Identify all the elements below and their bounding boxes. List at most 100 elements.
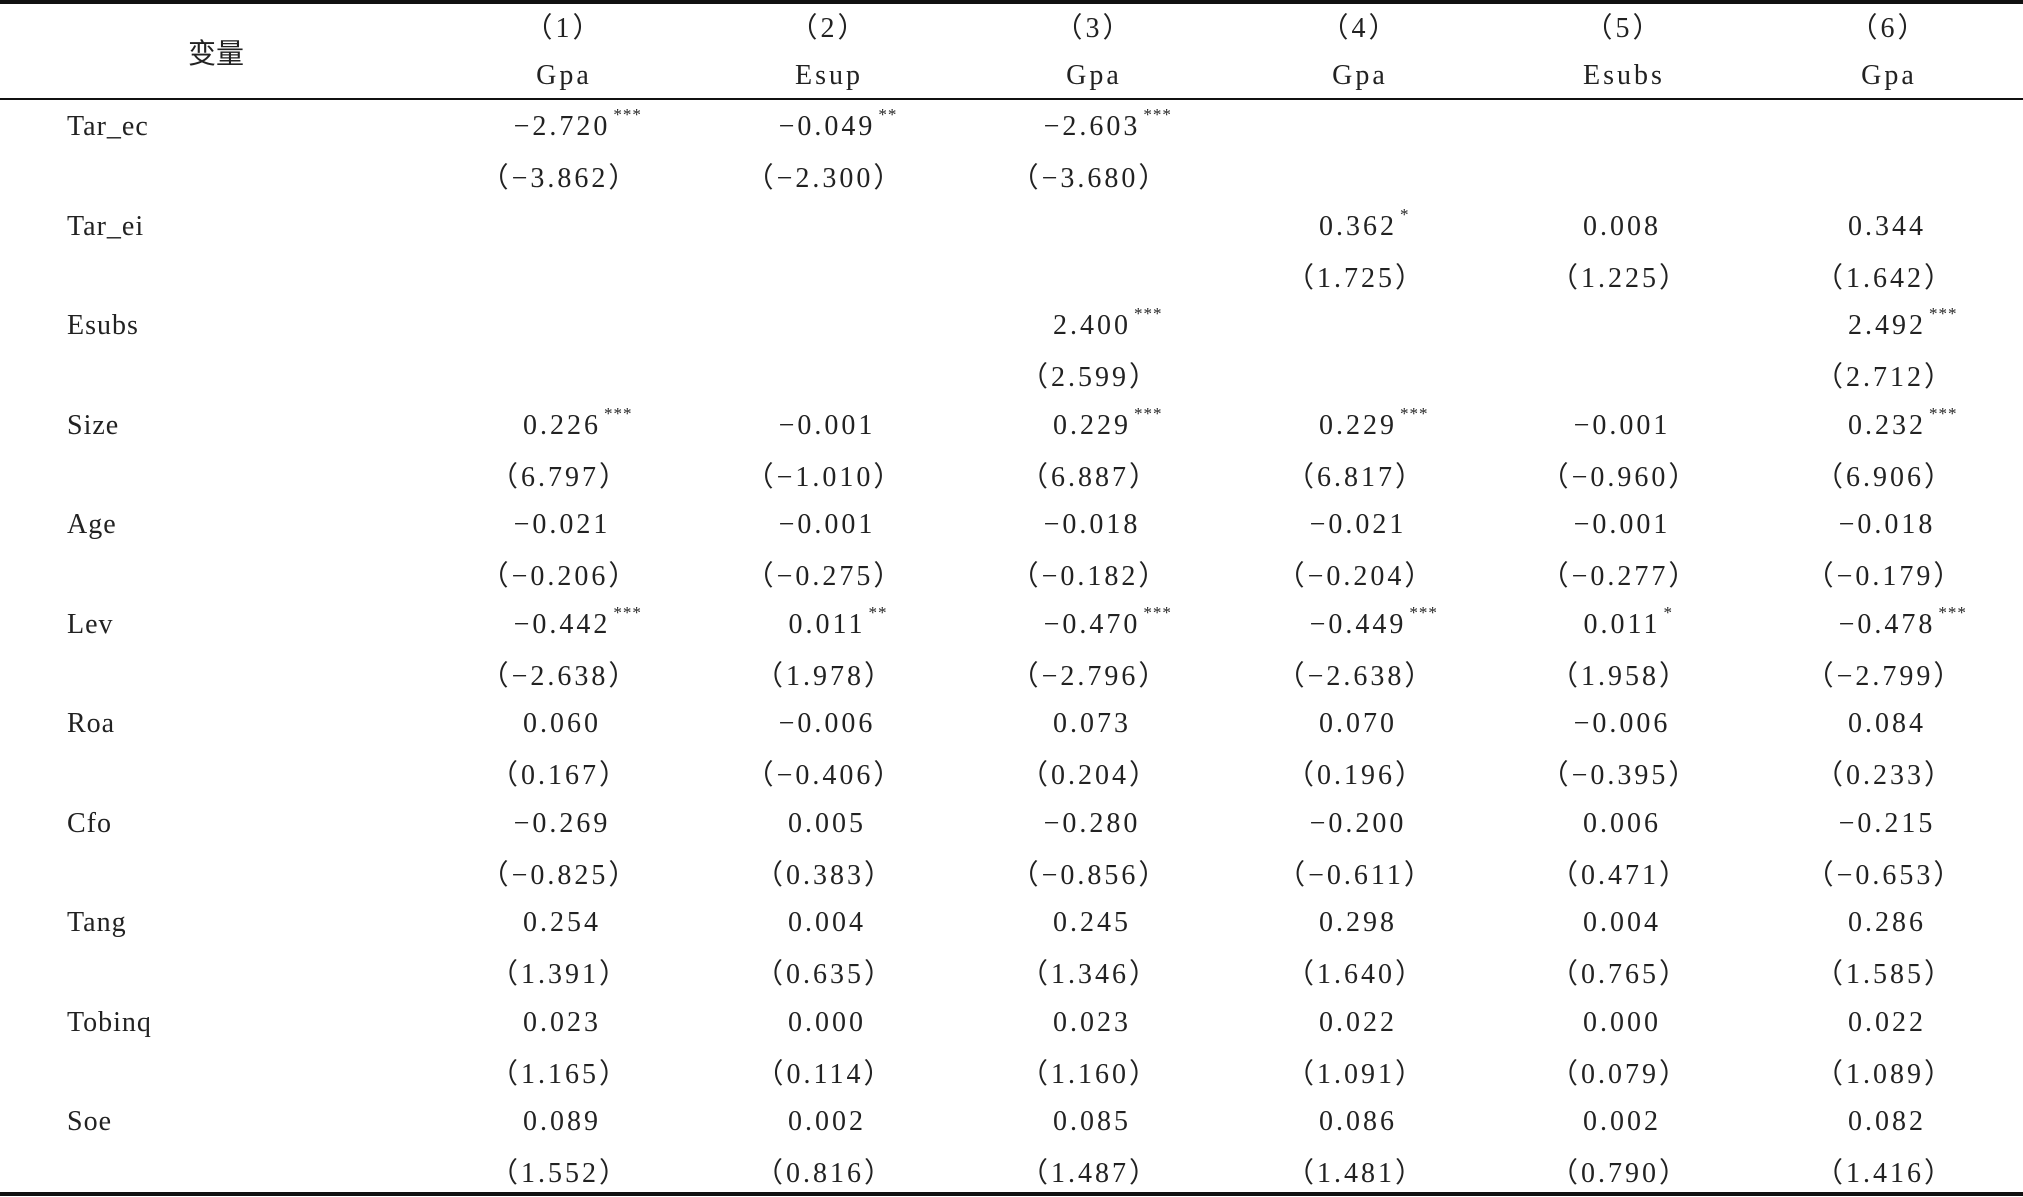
- coefficient: −2.720 ***: [513, 105, 641, 143]
- coefficient: −0.021: [514, 509, 611, 541]
- coefficient: 0.254: [523, 907, 601, 939]
- coefficient-value: −2.603: [1043, 111, 1141, 142]
- coefficient: −0.215: [1839, 808, 1936, 840]
- t-statistic: （6.817）: [1285, 461, 1427, 493]
- t-statistic: （6.887）: [1019, 461, 1161, 493]
- column-number: （4）: [1320, 13, 1400, 44]
- coefficient-value: 0.073: [1053, 708, 1131, 739]
- coefficient: −0.001: [1574, 509, 1671, 541]
- coefficient-value: 0.000: [1583, 1006, 1661, 1038]
- coefficient-value: 0.082: [1848, 1106, 1926, 1137]
- significance-stars: ***: [604, 403, 633, 423]
- t-statistic: （2.599）: [1019, 362, 1161, 393]
- significance-stars: *: [1663, 602, 1673, 622]
- t-statistic: （1.346）: [1019, 959, 1161, 990]
- coefficient: 0.085: [1053, 1106, 1131, 1138]
- coefficient: −0.478 ***: [1838, 603, 1966, 641]
- t-statistic: （−0.825）: [480, 859, 640, 891]
- coefficient: −0.001: [779, 410, 876, 442]
- coefficient-value: −0.021: [513, 509, 611, 540]
- variable-name: Soe: [67, 1106, 112, 1137]
- variable-name: Cfo: [67, 807, 112, 839]
- coefficient-value: 0.002: [788, 1106, 866, 1137]
- coefficient-value: 0.008: [1583, 210, 1661, 242]
- t-statistic: （2.712）: [1814, 362, 1956, 393]
- coefficient-value: −0.001: [1573, 409, 1671, 441]
- coefficient-value: −2.720: [513, 111, 611, 142]
- coefficient-value: −0.200: [1309, 807, 1407, 839]
- t-statistic: （−0.395）: [1540, 760, 1700, 791]
- t-statistic: （−0.653）: [1805, 859, 1965, 891]
- coefficient: −0.001: [779, 509, 876, 541]
- coefficient: −0.470 ***: [1043, 603, 1171, 641]
- coefficient-value: −0.470: [1043, 608, 1141, 640]
- coefficient: 0.002: [788, 1106, 866, 1138]
- coefficient: −0.001: [1574, 410, 1671, 442]
- variable-name: Esubs: [67, 310, 139, 341]
- coefficient: 0.229 ***: [1053, 404, 1162, 442]
- column-number: （1）: [524, 13, 604, 44]
- coefficient-value: 0.084: [1848, 708, 1926, 739]
- column-number: （2）: [789, 13, 869, 44]
- significance-stars: ***: [1938, 602, 1967, 622]
- coefficient: −0.049 **: [779, 105, 897, 143]
- coefficient: 0.073: [1053, 708, 1131, 740]
- coefficient-value: 0.070: [1319, 708, 1397, 739]
- coefficient: 2.492 ***: [1848, 304, 1957, 342]
- coefficient-value: 0.229: [1319, 409, 1397, 441]
- coefficient-value: −0.478: [1838, 608, 1936, 640]
- t-statistic: （−2.638）: [1276, 660, 1436, 692]
- t-statistic: （1.416）: [1814, 1158, 1956, 1189]
- coefficient: −0.006: [779, 708, 876, 740]
- coefficient: 0.022: [1319, 1007, 1397, 1039]
- t-statistic: （0.204）: [1019, 760, 1161, 791]
- coefficient: 0.070: [1319, 708, 1397, 740]
- coefficient: 0.232 ***: [1848, 404, 1957, 442]
- coefficient: 0.000: [788, 1007, 866, 1039]
- coefficient-value: −0.215: [1838, 807, 1936, 839]
- coefficient: 0.004: [788, 907, 866, 939]
- coefficient-value: 0.060: [523, 708, 601, 739]
- t-statistic: （−1.010）: [745, 461, 905, 493]
- t-statistic: （0.635）: [754, 959, 896, 990]
- coefficient: 2.400 ***: [1053, 304, 1162, 342]
- coefficient: 0.362 *: [1319, 205, 1409, 243]
- column-dependent: Esubs: [1583, 60, 1665, 91]
- coefficient: −0.006: [1574, 708, 1671, 740]
- coefficient-value: 0.023: [1053, 1006, 1131, 1038]
- coefficient: 0.022: [1848, 1007, 1926, 1039]
- coefficient: −0.021: [1310, 509, 1407, 541]
- coefficient: −0.018: [1044, 509, 1141, 541]
- header-label: 变量: [187, 37, 245, 70]
- t-statistic: （−2.799）: [1805, 660, 1965, 692]
- t-statistic: （−3.680）: [1010, 163, 1170, 194]
- coefficient: 0.023: [1053, 1007, 1131, 1039]
- coefficient: 0.245: [1053, 907, 1131, 939]
- t-statistic: （−0.179）: [1805, 561, 1965, 592]
- coefficient-value: 0.344: [1848, 210, 1926, 242]
- t-statistic: （1.640）: [1285, 959, 1427, 990]
- t-statistic: （−3.862）: [480, 163, 640, 194]
- coefficient: 0.286: [1848, 907, 1926, 939]
- t-statistic: （1.958）: [1549, 660, 1691, 692]
- t-statistic: （0.790）: [1549, 1158, 1691, 1189]
- coefficient-value: −0.001: [778, 409, 876, 441]
- t-statistic: （1.487）: [1019, 1158, 1161, 1189]
- variable-name: Tar_ei: [67, 210, 145, 242]
- t-statistic: （1.391）: [489, 959, 631, 990]
- coefficient-value: 0.229: [1053, 409, 1131, 441]
- coefficient-value: −0.006: [1573, 708, 1671, 739]
- significance-stars: **: [868, 602, 888, 622]
- coefficient: 0.011 **: [789, 603, 887, 641]
- significance-stars: ***: [1929, 403, 1958, 423]
- significance-stars: ***: [1143, 105, 1172, 124]
- coefficient-value: 0.023: [523, 1006, 601, 1038]
- coefficient-value: −0.021: [1309, 509, 1407, 540]
- coefficient-value: 0.286: [1848, 907, 1926, 938]
- variable-name: Size: [67, 409, 120, 441]
- coefficient: 0.023: [523, 1007, 601, 1039]
- t-statistic: （−0.275）: [745, 561, 905, 592]
- coefficient-value: 0.004: [1583, 907, 1661, 938]
- t-statistic: （−0.204）: [1276, 561, 1436, 592]
- t-statistic: （−2.300）: [745, 163, 905, 194]
